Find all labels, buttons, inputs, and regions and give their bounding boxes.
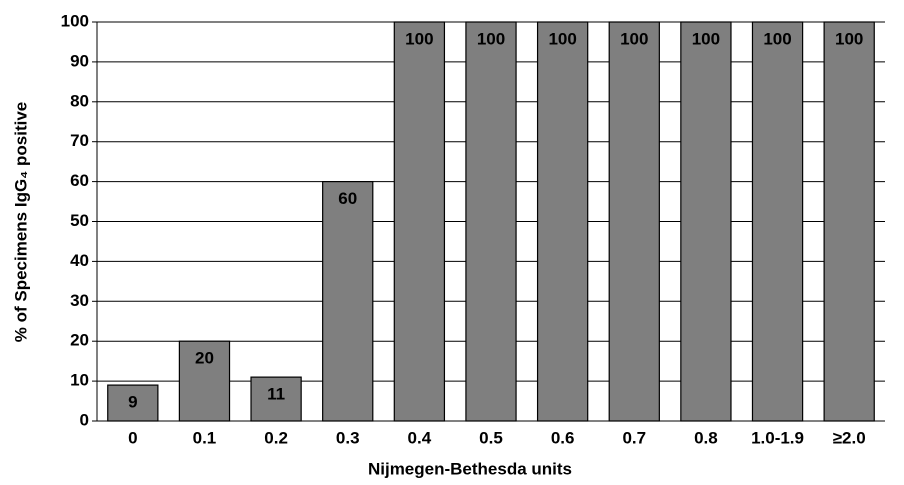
data-label: 100 [405, 29, 433, 48]
bar [680, 21, 732, 422]
bar [107, 384, 159, 422]
y-tick-label: 10 [70, 371, 89, 390]
y-tick-label: 50 [70, 211, 89, 230]
bar [608, 21, 660, 422]
bar [823, 21, 875, 422]
data-label: 100 [548, 29, 576, 48]
x-axis-label: Nijmegen-Bethesda units [368, 459, 572, 478]
x-tick-label: 0.1 [193, 428, 217, 447]
y-tick-label: 40 [70, 251, 89, 270]
data-label: 60 [338, 189, 357, 208]
data-label: 100 [763, 29, 791, 48]
data-label: 20 [195, 349, 214, 368]
y-tick-label: 60 [70, 171, 89, 190]
y-tick-label: 100 [61, 11, 89, 30]
data-label: 100 [620, 29, 648, 48]
bar [393, 21, 446, 422]
bar [751, 21, 804, 422]
x-tick-label: 0.8 [694, 428, 718, 447]
y-tick-label: 80 [70, 91, 89, 110]
data-label: 9 [128, 393, 137, 412]
x-tick-label: 1.0-1.9 [751, 428, 804, 447]
y-tick-label: 30 [70, 291, 89, 310]
y-axis-label: % of Specimens IgG₄ positive [11, 102, 30, 343]
bar [536, 21, 589, 422]
y-tick-label: 0 [80, 410, 89, 429]
x-tick-label: 0.4 [408, 428, 432, 447]
x-tick-label: ≥2.0 [833, 428, 866, 447]
y-tick-label: 90 [70, 51, 89, 70]
bar [250, 376, 302, 422]
x-tick-label: 0 [128, 428, 137, 447]
data-label: 100 [477, 29, 505, 48]
y-tick-label: 20 [70, 331, 89, 350]
data-label: 100 [835, 29, 863, 48]
data-label: 100 [692, 29, 720, 48]
x-tick-label: 0.6 [551, 428, 575, 447]
y-tick-label: 70 [70, 131, 89, 150]
bar [465, 21, 517, 422]
x-tick-label: 0.3 [336, 428, 360, 447]
x-tick-label: 0.5 [479, 428, 503, 447]
bar [178, 340, 231, 422]
x-tick-label: 0.7 [622, 428, 646, 447]
x-tick-label: 0.2 [264, 428, 288, 447]
bar [322, 181, 374, 422]
data-label: 11 [267, 385, 285, 404]
